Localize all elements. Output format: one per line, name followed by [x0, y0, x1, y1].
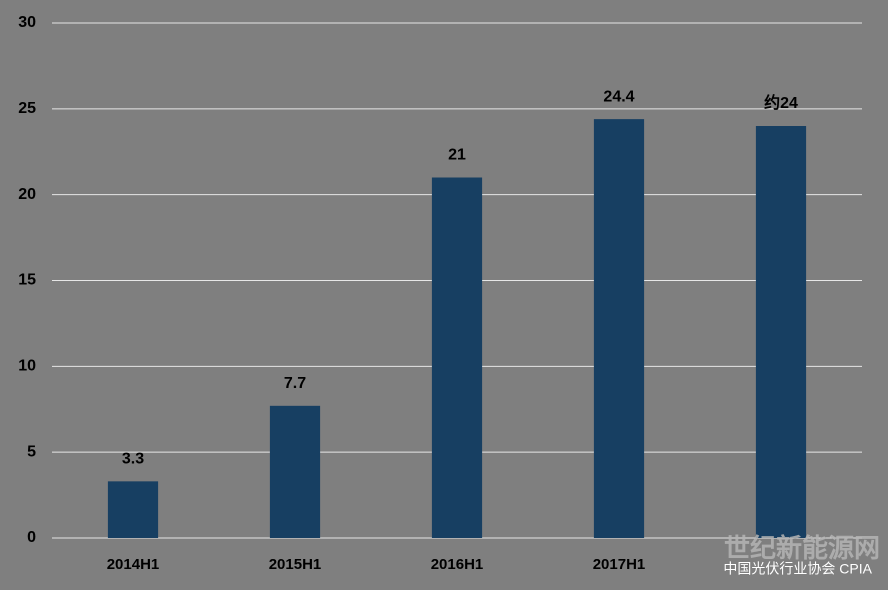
bar — [107, 481, 159, 538]
y-tick-label: 0 — [27, 529, 36, 546]
bar — [593, 119, 645, 538]
value-label: 3.3 — [122, 451, 144, 468]
x-tick-label: 2014H1 — [107, 556, 160, 573]
bar — [431, 177, 483, 538]
value-label: 约24 — [764, 93, 798, 112]
y-tick-label: 20 — [18, 186, 36, 203]
x-tick-label: 2015H1 — [269, 556, 322, 573]
y-tick-label: 10 — [18, 358, 36, 375]
y-tick-label: 15 — [18, 272, 36, 289]
source: 中国光伏行业协会 CPIA — [723, 561, 872, 577]
y-tick-label: 30 — [18, 14, 36, 31]
bar — [269, 405, 321, 538]
x-tick-label: 2016H1 — [431, 556, 484, 573]
x-tick-label: 2017H1 — [593, 556, 646, 573]
bar — [755, 126, 807, 538]
value-label: 7.7 — [284, 375, 306, 392]
y-tick-label: 5 — [27, 443, 36, 460]
watermark: 世纪新能源网 — [724, 533, 880, 563]
value-label: 24.4 — [603, 88, 634, 105]
value-label: 21 — [448, 147, 466, 164]
y-tick-label: 25 — [18, 100, 36, 117]
